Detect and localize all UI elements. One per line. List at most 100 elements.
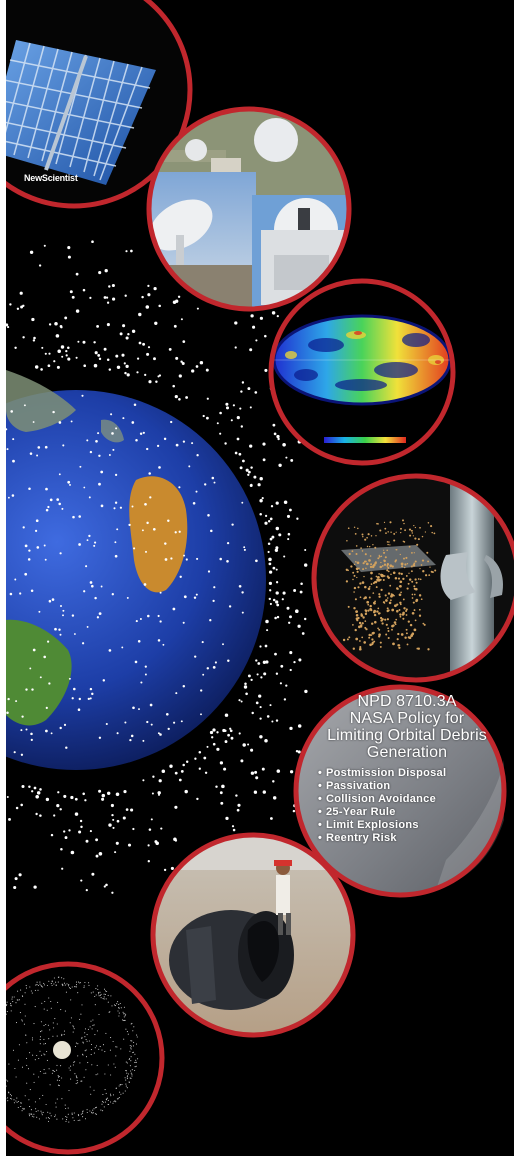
- fragment-particle: [370, 577, 373, 580]
- policy-title-line: Limiting Orbital Debris: [327, 727, 487, 744]
- fragment-particle: [384, 527, 387, 530]
- fragment-particle: [352, 647, 355, 650]
- debris-particle: [43, 544, 46, 547]
- orbital-object: [52, 1022, 54, 1024]
- orbital-object: [56, 1035, 58, 1037]
- fragment-particle: [346, 539, 348, 542]
- orbital-object: [119, 1084, 121, 1086]
- orbital-object: [56, 1023, 58, 1025]
- orbital-object: [132, 1045, 135, 1047]
- orbital-object: [119, 1091, 121, 1093]
- fragment-particle: [421, 559, 425, 562]
- debris-particle: [262, 790, 266, 794]
- debris-particle: [240, 700, 243, 703]
- debris-particle: [180, 318, 183, 321]
- debris-particle: [61, 867, 64, 870]
- orbital-object: [64, 1104, 66, 1106]
- fragment-particle: [354, 598, 357, 601]
- fragment-particle: [410, 529, 413, 532]
- debris-particle: [134, 660, 138, 664]
- orbital-object: [77, 1113, 79, 1116]
- debris-particle: [234, 346, 237, 349]
- debris-particle: [95, 838, 99, 842]
- fragment-particle: [370, 583, 373, 585]
- orbital-object: [22, 1107, 24, 1109]
- debris-particle: [154, 321, 158, 325]
- debris-particle: [145, 550, 147, 553]
- orbital-object: [58, 976, 60, 978]
- debris-particle: [206, 667, 210, 670]
- orbital-object: [34, 1006, 36, 1008]
- debris-particle: [18, 873, 22, 877]
- debris-particle: [27, 558, 31, 561]
- debris-particle: [80, 825, 83, 829]
- orbital-object: [35, 984, 37, 986]
- debris-particle: [75, 309, 80, 313]
- fragment-particle: [351, 550, 354, 553]
- debris-particle: [250, 678, 253, 682]
- debris-particle: [203, 756, 207, 760]
- orbital-object: [28, 1099, 30, 1101]
- orbital-object: [53, 1027, 55, 1029]
- debris-particle: [239, 407, 242, 410]
- fragment-particle: [379, 645, 382, 648]
- fragment-particle: [369, 643, 372, 647]
- fragment-particle: [419, 567, 421, 570]
- orbital-object: [129, 1044, 131, 1047]
- orbital-object: [94, 995, 96, 998]
- orbital-object: [90, 1020, 92, 1022]
- debris-particle: [201, 641, 204, 644]
- orbital-object: [70, 999, 72, 1001]
- orbital-object: [110, 1095, 112, 1097]
- orbital-object: [120, 1093, 122, 1095]
- fragment-particle: [414, 619, 417, 622]
- fragment-particle: [417, 647, 420, 650]
- orbital-object: [57, 981, 59, 983]
- debris-particle: [138, 708, 140, 711]
- debris-particle: [100, 504, 104, 508]
- orbital-object: [10, 1003, 12, 1005]
- orbital-object: [60, 1009, 62, 1011]
- orbital-object: [12, 1049, 15, 1051]
- orbital-object: [48, 1038, 50, 1040]
- debris-particle: [55, 334, 60, 338]
- fragment-particle: [342, 638, 346, 642]
- debris-particle: [271, 311, 276, 315]
- orbital-object: [112, 1094, 115, 1096]
- fragment-particle: [377, 607, 380, 610]
- debris-particle: [264, 644, 268, 648]
- orbital-object: [8, 1092, 10, 1094]
- orbital-object: [113, 1100, 115, 1103]
- orbital-object: [79, 1119, 81, 1121]
- orbital-object: [93, 1052, 95, 1054]
- fragment-particle: [353, 563, 356, 566]
- debris-particle: [88, 534, 91, 538]
- fragment-particle: [405, 608, 408, 611]
- debris-particle: [236, 808, 240, 812]
- debris-particle: [116, 365, 121, 370]
- fragment-particle: [363, 641, 367, 644]
- debris-particle: [216, 747, 220, 751]
- debris-particle: [142, 431, 145, 434]
- debris-particle: [89, 687, 93, 691]
- orbital-object: [43, 982, 45, 984]
- debris-particle: [279, 682, 282, 685]
- debris-particle: [40, 368, 43, 371]
- fragment-particle: [358, 621, 362, 625]
- orbital-object: [73, 1119, 75, 1121]
- debris-particle: [124, 294, 127, 297]
- debris-particle: [295, 749, 299, 753]
- fragment-particle: [394, 576, 398, 580]
- fragment-particle: [364, 538, 367, 541]
- orbital-object: [57, 1076, 60, 1078]
- orbital-object: [9, 1093, 11, 1095]
- debris-particle: [63, 794, 67, 798]
- debris-particle: [85, 839, 89, 843]
- fragment-particle: [359, 596, 362, 599]
- fragment-particle: [402, 598, 405, 601]
- debris-particle: [157, 639, 161, 642]
- orbital-object: [55, 984, 57, 986]
- fragment-particle: [393, 539, 396, 542]
- debris-particle: [149, 703, 153, 707]
- debris-particle: [39, 788, 42, 791]
